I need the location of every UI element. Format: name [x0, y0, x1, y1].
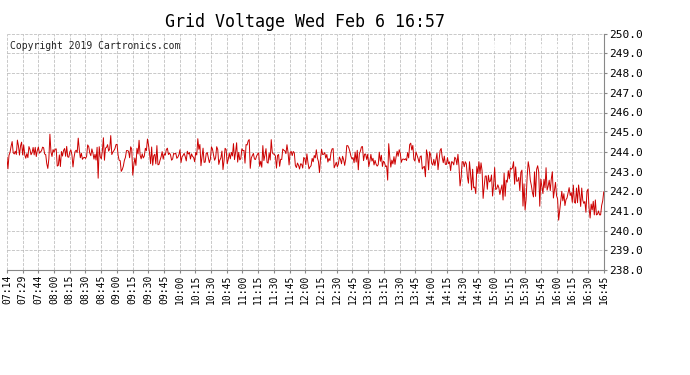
Text: Copyright 2019 Cartronics.com: Copyright 2019 Cartronics.com	[10, 41, 180, 51]
Title: Grid Voltage Wed Feb 6 16:57: Grid Voltage Wed Feb 6 16:57	[166, 13, 445, 31]
